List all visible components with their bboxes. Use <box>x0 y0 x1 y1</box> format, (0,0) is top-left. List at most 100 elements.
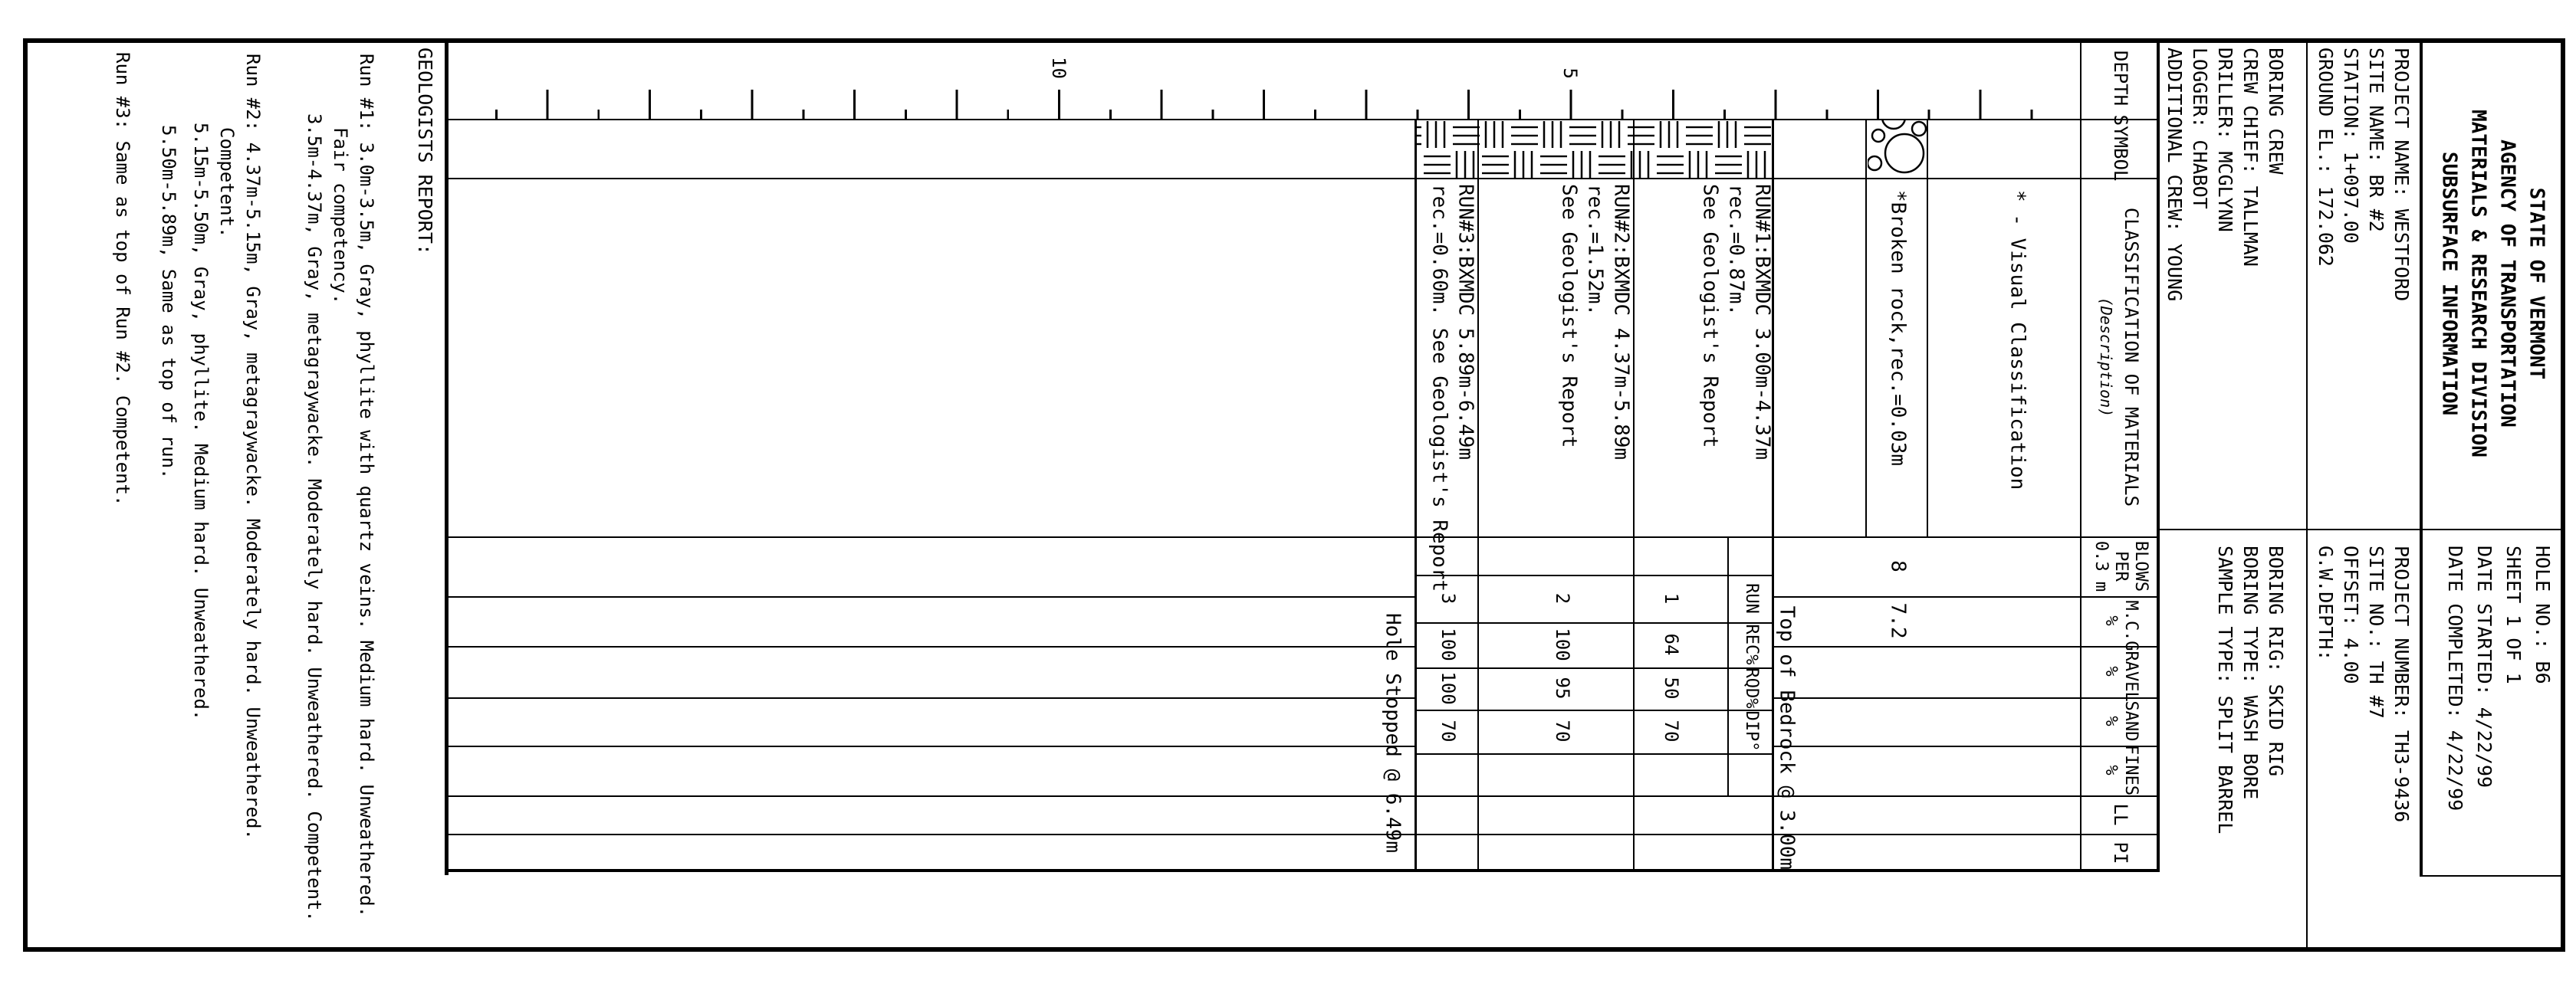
run3-description-line: RUN#3:BXMDC 5.89m-6.49m <box>1454 184 1477 461</box>
depth-header: DEPTH <box>2110 50 2132 107</box>
report-line: 5.50m-5.89m, Same as top of run. <box>158 125 180 480</box>
run1-description-line: See Geologist's Report <box>1698 184 1722 448</box>
classification-column-line <box>449 536 2160 538</box>
run-header-bottom-line <box>1727 536 1729 795</box>
hole-box-right-edge <box>2420 875 2565 877</box>
run3-run-value: 3 <box>1438 592 1460 605</box>
run3-description-line: rec.=0.60m. See Geologist's Report <box>1428 184 1451 592</box>
depth-label-5: 5 <box>1559 67 1581 79</box>
driller: DRILLER: MCGLYNN <box>2213 48 2236 232</box>
blows-header: BLOWS PER 0.3 m <box>2091 540 2150 592</box>
hole-stopped-note: Hole Stopped @ 6.49m <box>1381 613 1405 854</box>
broken-rock-symbol <box>1868 120 1927 177</box>
agency-title-line: SUBSURFACE INFORMATION <box>2437 151 2461 416</box>
title-row-bottom-line <box>2420 38 2423 875</box>
mc-header: M.C. % <box>2101 600 2141 641</box>
rqd-col-header: RQD% <box>1741 667 1761 709</box>
site-name: SITE NAME: BR #2 <box>2364 48 2387 232</box>
table-bottom-border <box>445 38 449 875</box>
run2-description-line: RUN#2:BXMDC 4.37m-5.89m <box>1609 184 1633 461</box>
date-started: DATE STARTED: 4/22/99 <box>2472 546 2496 789</box>
report-line: Fair competency. <box>330 127 352 305</box>
mc-right-line <box>449 646 1417 648</box>
fines-header: FINES % <box>2101 744 2141 796</box>
run1-dip-value: 70 <box>1661 720 1683 743</box>
symbol-header: SYMBOL <box>2110 114 2132 182</box>
ground-elevation: GROUND EL.: 172.062 <box>2314 48 2337 267</box>
run-subcol-line <box>1417 753 1774 755</box>
table-right-border <box>445 869 2160 872</box>
sand-right-line <box>449 746 1417 747</box>
run2-run-value: 2 <box>1552 592 1574 605</box>
gravel-header: GRAVEL % <box>2101 641 2141 702</box>
run-subcol-line <box>1417 710 1774 711</box>
project-name: PROJECT NAME: WESTFORD <box>2390 48 2413 302</box>
additional-crew: ADDITIONAL CREW: YOUNG <box>2163 48 2186 302</box>
run2-bottom-line <box>1477 119 1479 872</box>
report-line: Run #3: Same as top of Run #2. Competent… <box>112 52 134 507</box>
run3-rqd-value: 100 <box>1438 671 1460 705</box>
boring-type: BORING TYPE: WASH BORE <box>2239 546 2262 800</box>
run3-dip-value: 70 <box>1438 720 1460 743</box>
pi-header: PI <box>2110 841 2132 864</box>
info-row-divider <box>2306 38 2308 952</box>
ll-header: LL <box>2110 803 2132 826</box>
sample-blows-value: 8 <box>1886 560 1910 572</box>
symbol-column-line <box>449 178 2160 179</box>
station: STATION: 1+097.00 <box>2339 48 2362 244</box>
sample-row-bottom-line <box>1865 119 1867 536</box>
gw-depth: G.W.DEPTH: <box>2314 546 2337 661</box>
agency-title-line: STATE OF VERMONT <box>2525 187 2548 380</box>
logger: LOGGER: CHABOT <box>2188 48 2211 209</box>
geologists-report-heading: GEOLOGISTS REPORT: <box>413 48 436 255</box>
run1-rec-value: 64 <box>1661 633 1683 656</box>
report-line: Competent. <box>216 127 238 238</box>
classification-header: CLASSIFICATION OF MATERIALS <box>2121 207 2143 507</box>
run2-description-line: rec.=1.52m. <box>1583 184 1607 316</box>
site-number: SITE NO.: TH #7 <box>2364 546 2387 719</box>
run1-bottom-line <box>1633 119 1635 872</box>
run1-rqd-value: 50 <box>1661 677 1683 700</box>
depth-ruler-minor-ticks <box>449 110 2082 119</box>
run-subcol-line <box>1417 622 1774 624</box>
report-line: 3.5m-4.37m, Gray, metagraywacke. Moderat… <box>304 113 326 922</box>
run1-description-line: rec.=0.87m. <box>1724 184 1748 316</box>
crew-chief: CREW CHIEF: TALLMAN <box>2239 48 2262 267</box>
report-line: 5.15m-5.50m, Gray, phyllite. Medium hard… <box>190 123 212 721</box>
run2-rec-value: 100 <box>1552 628 1574 661</box>
run1-description-line: RUN#1:BXMDC 3.00m-4.37m <box>1750 184 1774 461</box>
gravel-right-line <box>449 697 1417 699</box>
classification-subheader: (Description) <box>2096 297 2115 418</box>
sample-row-top-line <box>1927 119 1928 536</box>
run2-rqd-value: 95 <box>1552 677 1574 700</box>
boring-rig: BORING RIG: SKID RIG <box>2264 546 2287 777</box>
agency-title-line: AGENCY OF TRANSPORTATION <box>2496 139 2519 428</box>
blows-right-line <box>449 596 1417 598</box>
sample-description: *Broken rock,rec.=0.03m <box>1886 190 1910 467</box>
rock-symbol <box>1417 120 1772 178</box>
rec-col-header: REC% <box>1741 624 1761 665</box>
run3-rec-value: 100 <box>1438 628 1460 661</box>
run-subcol-line <box>1417 575 1774 576</box>
depth-label-10: 10 <box>1048 57 1070 79</box>
report-line: Run #1: 3.0m-3.5m, Gray, phyllite with q… <box>356 54 378 918</box>
report-line: Run #2: 4.37m-5.15m, Gray, metagraywacke… <box>242 54 264 840</box>
sand-header: SAND % <box>2101 700 2141 742</box>
project-number: PROJECT NUMBER: TH3-9436 <box>2390 546 2413 823</box>
fines-right-line <box>449 795 2160 797</box>
sample-type: SAMPLE TYPE: SPLIT BARREL <box>2213 546 2236 835</box>
offset: OFFSET: 4.00 <box>2339 546 2362 684</box>
run1-run-value: 1 <box>1661 592 1683 605</box>
sample-mc-value: 7.2 <box>1886 602 1910 639</box>
run-col-header: RUN <box>1741 583 1761 614</box>
boring-crew-heading: BORING CREW <box>2264 48 2287 175</box>
blows-right-line <box>1774 596 2160 598</box>
run-subcol-line <box>1417 667 1774 669</box>
hole-number: HOLE NO.: B6 <box>2531 546 2554 684</box>
visual-classification-note: * - Visual Classification <box>2006 190 2029 490</box>
dip-col-header: DIP° <box>1741 710 1761 752</box>
run2-description-line: See Geologist's Report <box>1557 184 1581 448</box>
hole-bottom-line <box>1414 119 1417 872</box>
